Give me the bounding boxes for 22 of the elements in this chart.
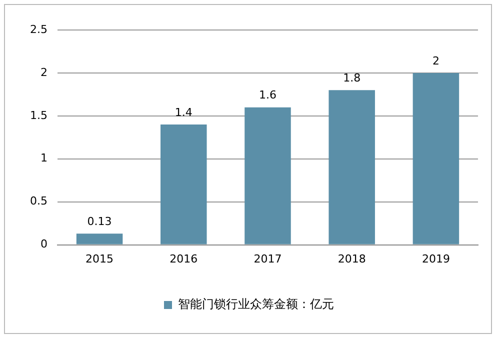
- bar: [76, 234, 123, 244]
- bar: [244, 107, 291, 244]
- bar: [328, 90, 375, 244]
- y-tick-label: 2: [40, 66, 48, 79]
- y-tick-label: 1: [40, 152, 48, 165]
- y-tick-label: 2.5: [30, 22, 48, 36]
- x-tick-label: 2017: [254, 252, 282, 266]
- data-label: 2: [432, 54, 440, 68]
- y-tick-label: 0: [40, 238, 48, 251]
- data-label: 1.8: [343, 72, 361, 85]
- bar: [160, 124, 207, 244]
- data-label: 1.6: [258, 88, 276, 102]
- x-tick-label: 2015: [86, 252, 114, 266]
- y-tick-label: 0.5: [30, 194, 48, 208]
- data-label: 1.4: [174, 106, 192, 119]
- bar: [412, 72, 460, 244]
- data-label: 0.13: [87, 214, 112, 228]
- x-tick-label: 2019: [422, 252, 450, 266]
- legend-label: 智能门锁行业众筹金额：亿元: [178, 297, 334, 312]
- x-tick-label: 2018: [338, 252, 366, 266]
- y-tick-label: 1.5: [30, 108, 48, 122]
- x-tick-label: 2016: [170, 252, 198, 266]
